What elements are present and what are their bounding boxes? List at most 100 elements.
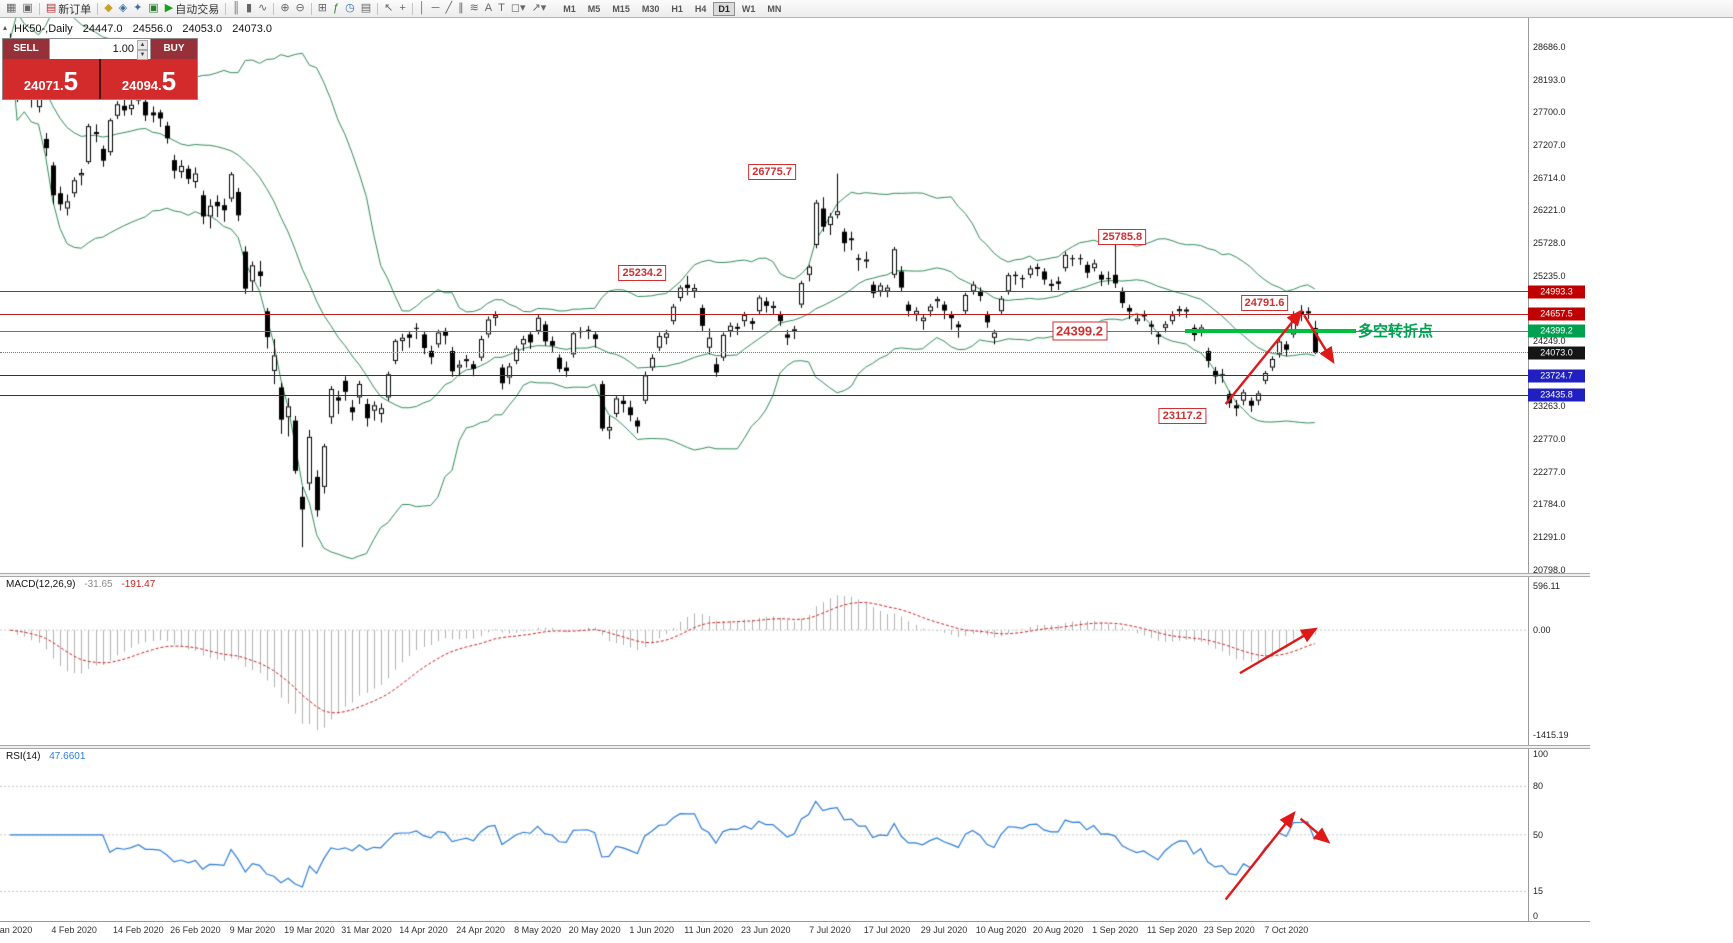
timeframe-button-m5[interactable]: M5 [587, 3, 601, 14]
support-level-segment[interactable] [1185, 329, 1357, 334]
data-window-button[interactable]: ◈ [116, 1, 130, 17]
trend-arrow[interactable] [1224, 309, 1303, 405]
trend-arrow[interactable] [1224, 810, 1296, 901]
price-tick: 28686.0 [1533, 42, 1566, 53]
price-tag: 24399.2 [1528, 324, 1585, 338]
vertical-line-button[interactable]: │ [416, 1, 429, 17]
volume-down-icon[interactable]: ▼ [137, 50, 148, 60]
arrows-button[interactable]: ↗▾ [529, 1, 550, 17]
new-order-label: 新订单 [58, 3, 92, 16]
horizontal-line-object[interactable] [0, 313, 1528, 315]
timeframe-button-mn[interactable]: MN [767, 3, 782, 14]
label-button[interactable]: T [495, 1, 508, 17]
chart-symbol-period: HK50-,Daily [14, 23, 73, 35]
candlestick-chart-button[interactable]: ▮ [243, 1, 255, 17]
rsi-value: 47.6601 [49, 751, 86, 762]
indicators-button[interactable]: ƒ [330, 1, 342, 17]
timeframe-button-h1[interactable]: H1 [671, 3, 683, 14]
price-tick: 21291.0 [1533, 532, 1566, 543]
turning-point-annotation[interactable]: 多空转折点 [1358, 323, 1434, 340]
date-label: 7 Jul 2020 [809, 925, 851, 935]
volume-spinner: ▲ ▼ [137, 40, 148, 60]
date-label: 14 Feb 2020 [113, 925, 164, 935]
price-tick: 27207.0 [1533, 140, 1566, 151]
price-callout-label[interactable]: 24399.2 [1052, 321, 1107, 341]
price-callout-label[interactable]: 26775.7 [748, 163, 796, 180]
date-label: 19 Mar 2020 [284, 925, 335, 935]
zoom-in-button[interactable]: ⊕ [277, 1, 292, 17]
buy-button[interactable]: BUY [151, 39, 197, 59]
buy-price-big: 5 [161, 66, 177, 96]
pane-splitter[interactable] [0, 745, 1590, 749]
one-click-collapse-icon[interactable]: ▴ [3, 23, 8, 32]
trendline-button[interactable]: ╱ [442, 1, 455, 17]
new-order-button-button[interactable]: ▤ 新订单 [43, 1, 94, 17]
price-tick: 25235.0 [1533, 270, 1566, 281]
indicators-icon: ƒ [332, 2, 340, 14]
timeframe-button-d1[interactable]: D1 [713, 1, 735, 16]
volume-up-icon[interactable]: ▲ [137, 40, 148, 50]
horizontal-line-object[interactable] [0, 394, 1528, 396]
market-watch-button[interactable]: ◆ [101, 1, 115, 17]
current-price-line[interactable] [0, 352, 1528, 354]
date-label: 11 Jun 2020 [684, 925, 734, 935]
crosshair-icon: + [399, 2, 406, 14]
volume-value: 1.00 [112, 43, 134, 55]
timeframe-button-m1[interactable]: M1 [563, 3, 576, 14]
trend-arrow[interactable] [1239, 627, 1318, 675]
time-axis-line [0, 921, 1590, 922]
date-label: 8 May 2020 [514, 925, 562, 935]
price-tag: 24073.0 [1528, 346, 1585, 360]
chart-profiles-icon: ▣ [22, 2, 33, 14]
bar-chart-button[interactable]: ║ [229, 1, 243, 17]
ohlc-close: 24073.0 [232, 23, 272, 35]
new-order-button: ▤ [45, 2, 57, 14]
volume-input[interactable]: 1.00 ▲ ▼ [49, 39, 151, 60]
horizontal-line-object[interactable] [0, 375, 1528, 377]
zoom-out-button[interactable]: ⊖ [293, 1, 308, 17]
pane-splitter[interactable] [0, 573, 1590, 577]
toolbar-separator [225, 2, 227, 15]
crosshair-button[interactable]: + [396, 1, 408, 17]
shapes-button[interactable]: ◻▾ [508, 1, 529, 17]
chart-profiles-button[interactable]: ▣ [19, 1, 35, 17]
buy-price-button[interactable]: 24094. 5 [101, 59, 197, 99]
autotrading-button-button[interactable]: ▶ 自动交易 [162, 1, 222, 17]
timeframe-button-m30[interactable]: M30 [641, 3, 660, 14]
cursor-button[interactable]: ↖ [381, 1, 396, 17]
trend-arrow[interactable] [1299, 817, 1331, 844]
auto-arrange-button[interactable]: ⊞ [315, 1, 330, 17]
price-callout-label[interactable]: 25785.8 [1098, 229, 1147, 246]
line-chart-button[interactable]: ∿ [255, 1, 270, 17]
templates-button[interactable]: ▤ [358, 1, 374, 17]
toolbar-separator [97, 2, 99, 15]
sell-button[interactable]: SELL [3, 39, 49, 59]
horizontal-line-object[interactable] [0, 330, 1528, 332]
date-label: 29 Jul 2020 [920, 925, 968, 935]
new-chart-button[interactable]: ▦ [3, 1, 19, 17]
fibonacci-button[interactable]: ≋ [467, 1, 482, 17]
timeframe-button-w1[interactable]: W1 [741, 3, 756, 14]
date-label: 1 Jun 2020 [629, 925, 674, 935]
macd-tick: -1415.19 [1533, 730, 1569, 740]
trend-arrow[interactable] [1303, 314, 1335, 364]
rsi-tick: 100 [1533, 749, 1549, 759]
horizontal-line-button[interactable]: ─ [429, 1, 443, 17]
timeframe-button-h4[interactable]: H4 [694, 3, 707, 14]
horizontal-line-icon: ─ [431, 2, 440, 14]
channel-button[interactable]: ∥ [455, 1, 467, 17]
price-callout-label[interactable]: 25234.2 [618, 264, 667, 281]
fibonacci-icon: ≋ [469, 2, 479, 14]
ohlc-open: 24447.0 [82, 23, 123, 35]
navigator-button[interactable]: ✦ [130, 1, 145, 17]
text-button[interactable]: A [482, 1, 495, 17]
rsi-tick: 15 [1533, 886, 1544, 897]
price-callout-label[interactable]: 23117.2 [1158, 408, 1206, 425]
sell-price-button[interactable]: 24071. 5 [3, 59, 99, 99]
price-callout-label[interactable]: 24791.6 [1240, 295, 1289, 312]
horizontal-line-object[interactable] [0, 291, 1528, 293]
periods-button[interactable]: ◷ [342, 1, 358, 17]
terminal-button[interactable]: ▣ [145, 1, 161, 17]
timeframe-button-m15[interactable]: M15 [612, 3, 630, 14]
